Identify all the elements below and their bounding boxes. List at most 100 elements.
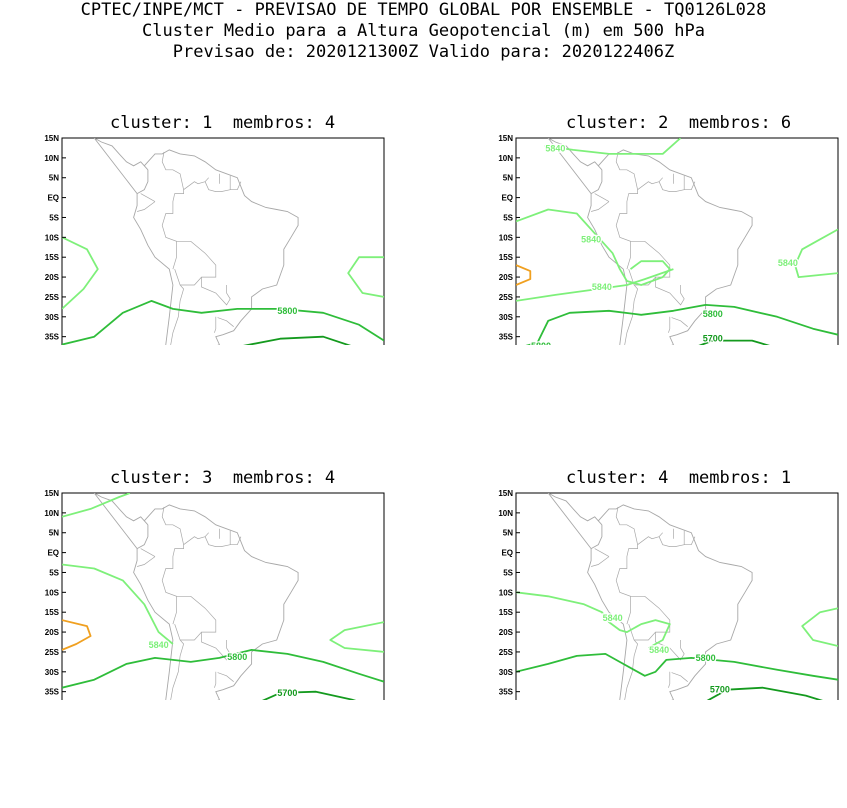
lat-label: 10S [499, 233, 514, 242]
coastline [590, 169, 603, 194]
country-border [615, 151, 638, 270]
island-outline [119, 106, 155, 118]
country-border [671, 317, 688, 327]
lat-label: 10S [499, 588, 514, 597]
country-border [201, 277, 231, 306]
lat-label: 25S [45, 648, 60, 657]
country-border [170, 623, 184, 700]
contour-label: 5840 [581, 234, 601, 244]
map-frame [515, 492, 839, 700]
island-outline [166, 475, 177, 477]
contour-label: 5700 [703, 334, 723, 344]
map-frame [61, 492, 385, 700]
country-border [594, 548, 610, 557]
lat-label: 5S [503, 568, 513, 577]
lat-label: 20S [499, 628, 514, 637]
page-header: CPTEC/INPE/MCT - PREVISAO DE TEMPO GLOBA… [0, 0, 847, 63]
contour-label: 5840 [545, 144, 565, 154]
country-border [217, 672, 234, 682]
contour-line [544, 138, 682, 155]
lat-label: 15N [498, 489, 513, 498]
coastline [93, 138, 299, 345]
lat-label: 5S [49, 568, 59, 577]
country-border [615, 506, 638, 625]
lat-label: 25S [499, 293, 514, 302]
panel-title: cluster: 3 membros: 4 [110, 468, 336, 488]
country-border [637, 536, 660, 545]
country-border [170, 268, 184, 345]
island-outline [119, 461, 155, 473]
header-title: CPTEC/INPE/MCT - PREVISAO DE TEMPO GLOBA… [80, 0, 767, 20]
contour-label: 5800 [696, 653, 716, 663]
contour-line [516, 653, 838, 681]
lat-label: 5N [503, 174, 513, 183]
lat-label: 30S [499, 313, 514, 322]
country-border [140, 193, 156, 202]
lat-label: 35S [499, 333, 514, 342]
country-border [637, 181, 660, 190]
island-outline [573, 106, 609, 118]
country-border [668, 316, 671, 333]
lat-label: 25S [499, 648, 514, 657]
country-border [591, 556, 610, 567]
contour-label: 5840 [149, 640, 169, 650]
contour-line [516, 264, 532, 286]
country-border [624, 623, 638, 700]
country-border [201, 632, 231, 661]
lat-label: 10N [44, 154, 59, 163]
lat-label: 10S [45, 588, 60, 597]
country-border [137, 556, 156, 567]
contour-line [801, 607, 838, 647]
lat-label: 15N [44, 489, 59, 498]
lat-label: 35S [45, 333, 60, 342]
lat-label: 30S [45, 668, 60, 677]
panel-cluster-1: cluster: 1 membros: 4 580057005600550055… [44, 113, 466, 453]
lat-label: 15S [499, 608, 514, 617]
contour-line [525, 304, 838, 345]
contour-label: 5840 [592, 282, 612, 292]
country-border [217, 317, 234, 327]
contour-line [329, 621, 384, 653]
island-outline [620, 475, 631, 477]
country-border [204, 532, 242, 547]
country-border [137, 201, 156, 212]
map-frame [61, 137, 385, 345]
contour-line [347, 256, 384, 298]
country-border [161, 506, 184, 625]
lat-label: 15N [498, 134, 513, 143]
map-cluster-2: 5840584058405840580058005700570056005500… [498, 106, 839, 345]
contour-line [62, 563, 174, 645]
country-border [140, 548, 156, 557]
contour-line [261, 690, 357, 700]
country-border [658, 177, 696, 192]
lat-label: 20S [499, 273, 514, 282]
contour-label: 5840 [778, 258, 798, 268]
country-border [655, 277, 685, 306]
lat-label: 30S [45, 313, 60, 322]
contour-line [794, 228, 838, 278]
lat-label: 35S [45, 688, 60, 697]
panel-title: cluster: 4 membros: 1 [566, 468, 792, 488]
lat-label: 15S [499, 253, 514, 262]
map-layers: 5840584058005700560055005005400540053005… [516, 461, 838, 700]
panel-title: cluster: 2 membros: 6 [566, 113, 792, 133]
country-border [624, 268, 638, 345]
country-border [591, 201, 610, 212]
contour-line [62, 619, 92, 651]
country-border [658, 532, 696, 547]
contour-label: 5700 [710, 685, 730, 695]
lat-label: 10N [498, 154, 513, 163]
country-border [655, 632, 685, 661]
island-outline [573, 461, 609, 473]
header-dates: Previsao de: 2020121300Z Valido para: 20… [172, 42, 675, 62]
coastline [590, 524, 603, 549]
lat-label: 10N [498, 509, 513, 518]
country-border [204, 177, 242, 192]
lat-label: 20S [45, 273, 60, 282]
country-border [161, 151, 184, 270]
lat-label: 5N [49, 174, 59, 183]
contour-label: 5840 [649, 645, 669, 655]
coastline [547, 493, 753, 700]
lat-label: 5S [503, 213, 513, 222]
lat-label: EQ [501, 549, 513, 558]
